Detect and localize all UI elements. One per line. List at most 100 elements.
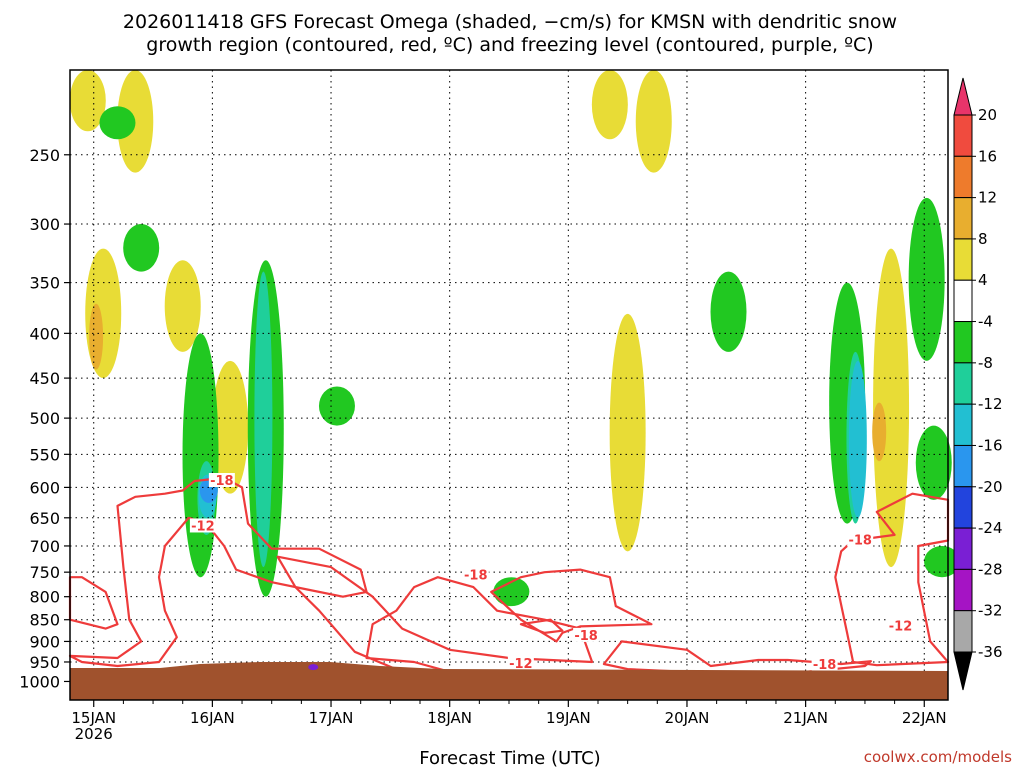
colorbar-swatch (953, 238, 973, 281)
colorbar-label: -4 (978, 313, 993, 331)
colorbar-swatch (953, 444, 973, 488)
colorbar-label: -20 (978, 478, 1003, 496)
y-tick-label: 350 (29, 274, 60, 293)
y-tick-label: 500 (29, 409, 60, 428)
x-tick-label: 18JAN (427, 709, 472, 727)
omega-region (591, 70, 628, 140)
contour-label-bg (887, 618, 914, 633)
y-tick-label: 750 (29, 563, 60, 582)
omega-region (915, 425, 952, 500)
x-axis-label: Forecast Time (UTC) (419, 748, 600, 768)
colorbar-swatch (953, 321, 973, 364)
colorbar-label: 8 (978, 230, 988, 248)
contour-label: -12 (191, 519, 215, 534)
omega-region (848, 360, 867, 518)
colorbar-swatch (953, 279, 973, 323)
omega-region (99, 106, 136, 140)
omega-region (710, 271, 747, 352)
omega-shading (69, 70, 961, 607)
omega-region (924, 545, 961, 578)
colorbar-top-arrow (953, 77, 973, 116)
colorbar-swatch (953, 114, 973, 157)
colorbar-label: -16 (978, 436, 1003, 454)
colorbar-swatch (953, 403, 973, 446)
omega-region (182, 333, 219, 578)
y-tick-label: 650 (29, 509, 60, 528)
colorbar-label: 20 (978, 106, 997, 124)
colorbar-label: -36 (978, 643, 1003, 661)
credit-link[interactable]: coolwx.com/models (864, 748, 1012, 766)
omega-region (212, 360, 249, 494)
colorbar-label: -32 (978, 602, 1003, 620)
x-tick-label: 22JAN (902, 709, 947, 727)
y-tick-label: 450 (29, 369, 60, 388)
chart-title-line1: 2026011418 GFS Forecast Omega (shaded, −… (123, 11, 897, 33)
contour-label: -18 (574, 629, 598, 644)
freezing-level-mark (308, 664, 319, 671)
dendritic-contour (519, 618, 564, 634)
x-tick-sublabel: 2026 (75, 725, 113, 743)
contour-label: -12 (509, 657, 533, 672)
colorbar-label: 16 (978, 147, 997, 165)
plot-area: -18 -12 -18 -18 -12 -18 -12 -18 (68, 69, 961, 701)
chart-title-line2: growth region (contoured, red, ºC) and f… (146, 34, 873, 56)
x-tick-label: 16JAN (190, 709, 235, 727)
y-tick-label: 1000 (19, 672, 60, 691)
ground-surface (70, 662, 948, 700)
y-tick-label: 250 (29, 146, 60, 165)
dendritic-contour (490, 568, 653, 643)
contour-label: -18 (464, 569, 488, 584)
colorbar-swatch (953, 362, 973, 405)
colorbar-swatch (953, 568, 973, 612)
x-tick-label: 19JAN (546, 709, 591, 727)
omega-region (123, 224, 160, 272)
dendritic-contour (276, 555, 594, 673)
omega-colorbar: 20 16 12 8 4 -4 -8 -12 -16 -20 -24 -28 -32 -36 (953, 77, 1003, 691)
omega-region (872, 402, 887, 462)
omega-region (609, 313, 646, 552)
contour-label-bg (462, 567, 489, 582)
contour-label: -12 (889, 619, 913, 634)
y-tick-label: 550 (29, 445, 60, 464)
omega-region (164, 260, 201, 352)
x-tick-label: 15JAN (71, 709, 116, 727)
colorbar-swatch (953, 155, 973, 199)
freezing-level-marks (308, 664, 319, 671)
colorbar-label: -8 (978, 354, 993, 372)
y-tick-label: 850 (29, 611, 60, 630)
contour-label-bg (573, 627, 600, 642)
contour-labels: -18 -12 -18 -18 -12 -18 -12 -18 (189, 473, 914, 673)
colorbar-label: -12 (978, 395, 1003, 413)
y-tick-label: 300 (29, 215, 60, 234)
omega-region (85, 248, 122, 379)
omega-region (873, 248, 910, 568)
omega-region (89, 303, 104, 370)
omega-region (318, 386, 355, 426)
omega-region (69, 70, 106, 132)
contour-label-bg (847, 532, 874, 547)
omega-region (493, 577, 530, 607)
contour-label: -18 (813, 658, 837, 673)
colorbar-swatch (953, 486, 973, 529)
contour-label-bg (189, 518, 216, 533)
colorbar-swatch (953, 610, 973, 653)
colorbar-bottom-arrow (953, 651, 973, 691)
x-tick-label: 17JAN (309, 709, 354, 727)
pressure-axis: 250 300 350 400 450 500 550 600 650 700 750 800 850 9… (19, 146, 70, 691)
colorbar-swatch (953, 197, 973, 240)
omega-region (254, 271, 273, 568)
y-tick-label: 950 (29, 653, 60, 672)
contour-label-bg (811, 656, 838, 671)
omega-region (908, 197, 945, 361)
contour-label-bg (507, 655, 534, 670)
x-tick-label: 21JAN (783, 709, 828, 727)
contour-label: -18 (210, 474, 234, 489)
dendritic-contour (602, 640, 872, 673)
contour-label: -18 (848, 533, 872, 548)
y-tick-label: 400 (29, 324, 60, 343)
colorbar-swatch (953, 527, 973, 570)
dendritic-contour (834, 492, 950, 667)
y-tick-label: 700 (29, 537, 60, 556)
